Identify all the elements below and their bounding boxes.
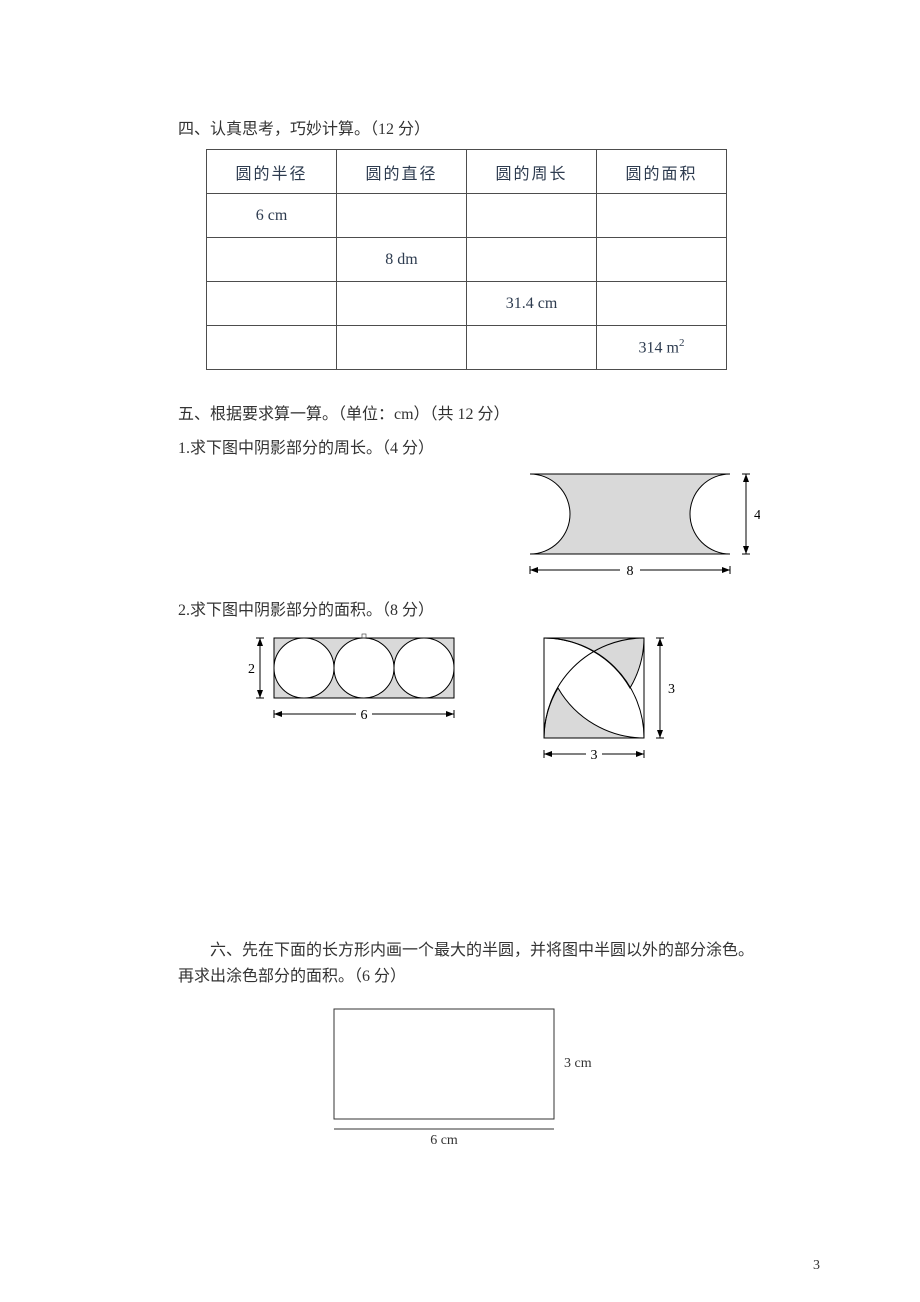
section6-line1: 六、先在下面的长方形内画一个最大的半圆，并将图中半圆以外的部分涂色。: [178, 938, 760, 964]
cell: [207, 282, 337, 326]
q2-figure-row: 2 6 3 3: [178, 628, 760, 778]
svg-text:3 cm: 3 cm: [564, 1056, 592, 1071]
q1-figure: 8 4: [520, 464, 760, 584]
cell: [597, 238, 727, 282]
cell: 8 dm: [337, 238, 467, 282]
cell: 31.4 cm: [467, 282, 597, 326]
cell: [597, 282, 727, 326]
cell: [337, 282, 467, 326]
cell: [597, 194, 727, 238]
cell-area-314: 314 m2: [597, 326, 727, 370]
cell: [337, 326, 467, 370]
cell: [467, 238, 597, 282]
svg-text:8: 8: [627, 564, 634, 579]
cell: [337, 194, 467, 238]
th-radius: 圆的半径: [207, 150, 337, 194]
th-diameter: 圆的直径: [337, 150, 467, 194]
table-row: 31.4 cm: [207, 282, 727, 326]
q2-figureB: 3 3: [534, 628, 694, 778]
table-header-row: 圆的半径 圆的直径 圆的周长 圆的面积: [207, 150, 727, 194]
svg-text:6: 6: [361, 708, 368, 723]
th-area: 圆的面积: [597, 150, 727, 194]
cell: 6 cm: [207, 194, 337, 238]
q1-figure-row: 8 4: [178, 464, 760, 584]
q2-figureA: 2 6: [244, 628, 474, 738]
table-row: 8 dm: [207, 238, 727, 282]
cell: [207, 326, 337, 370]
svg-text:3: 3: [668, 682, 675, 697]
section6: 六、先在下面的长方形内画一个最大的半圆，并将图中半圆以外的部分涂色。 再求出涂色…: [178, 938, 760, 1149]
section6-figure-wrap: 3 cm 6 cm: [178, 999, 760, 1149]
page-number: 3: [813, 1258, 820, 1274]
section5-title: 五、根据要求算一算。（单位：cm）（共 12 分）: [178, 400, 760, 424]
q1-text: 1.求下图中阴影部分的周长。（4 分）: [178, 434, 760, 458]
table-row: 6 cm: [207, 194, 727, 238]
cell: [467, 194, 597, 238]
table-row: 314 m2: [207, 326, 727, 370]
svg-text:6 cm: 6 cm: [430, 1133, 458, 1148]
section6-figure: 3 cm 6 cm: [324, 999, 614, 1149]
section4-title: 四、认真思考，巧妙计算。（12 分）: [178, 115, 760, 139]
section6-line2: 再求出涂色部分的面积。（6 分）: [178, 964, 760, 990]
svg-text:3: 3: [591, 748, 598, 763]
q2-text: 2.求下图中阴影部分的面积。（8 分）: [178, 596, 760, 620]
svg-text:4: 4: [754, 508, 760, 523]
cell: [207, 238, 337, 282]
th-circumference: 圆的周长: [467, 150, 597, 194]
cell: [467, 326, 597, 370]
svg-text:2: 2: [248, 662, 255, 677]
circle-table: 圆的半径 圆的直径 圆的周长 圆的面积 6 cm 8 dm 31.4 cm: [206, 149, 727, 370]
